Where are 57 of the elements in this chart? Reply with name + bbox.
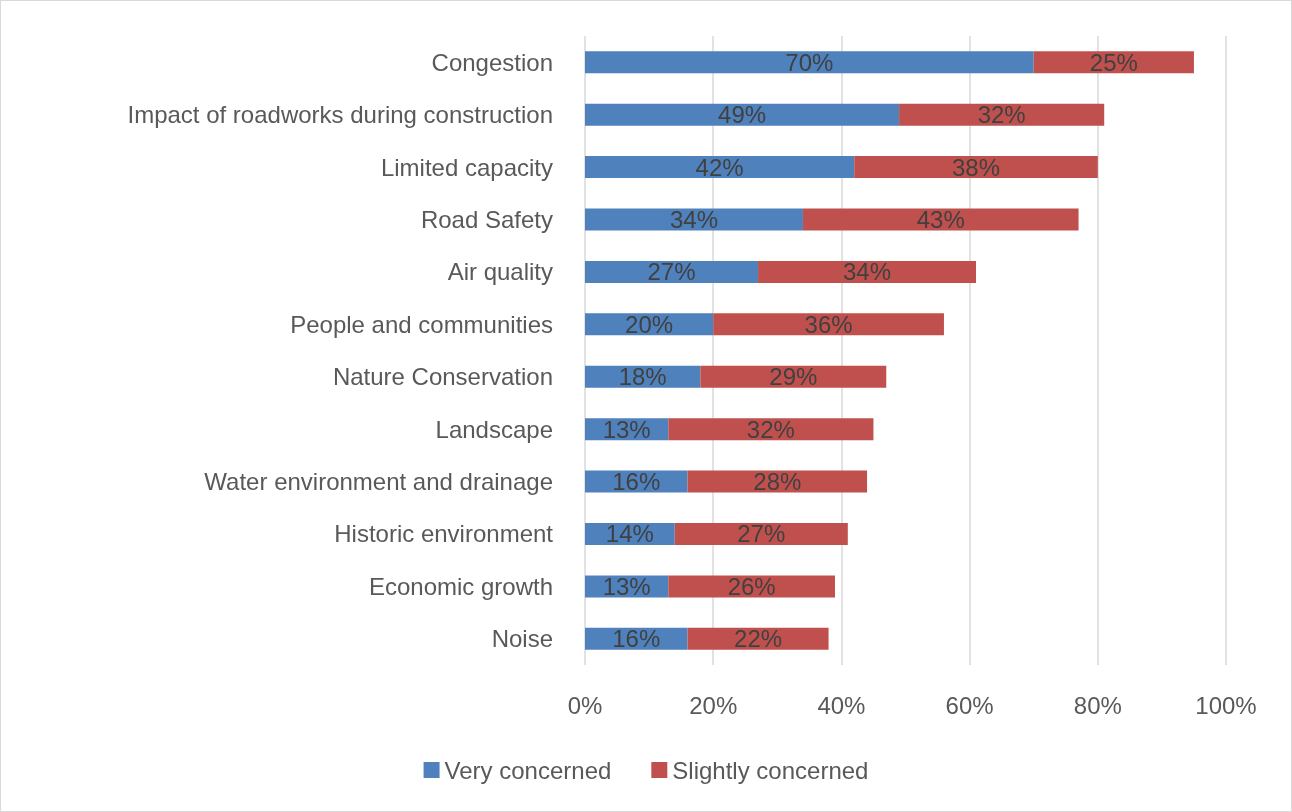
data-label: 25% bbox=[1089, 48, 1138, 76]
bar bbox=[674, 522, 848, 545]
bar bbox=[585, 208, 803, 231]
x-tick-label: 40% bbox=[817, 691, 866, 719]
y-tick-label: People and communities bbox=[290, 310, 553, 338]
x-tick-label: 20% bbox=[689, 691, 738, 719]
bar bbox=[854, 156, 1098, 179]
bar bbox=[758, 260, 977, 283]
y-tick-label: Limited capacity bbox=[380, 153, 553, 181]
bar bbox=[585, 260, 759, 283]
y-tick-label: Congestion bbox=[431, 48, 553, 76]
y-tick-label: Air quality bbox=[447, 258, 553, 286]
data-label: 43% bbox=[916, 205, 965, 233]
y-tick-label: Impact of roadworks during construction bbox=[127, 101, 553, 129]
data-label: 34% bbox=[669, 205, 718, 233]
x-tick-label: 100% bbox=[1195, 691, 1257, 719]
bar bbox=[585, 51, 1034, 74]
bar bbox=[700, 365, 887, 388]
x-tick-label: 80% bbox=[1073, 691, 1122, 719]
x-tick-label: 60% bbox=[945, 691, 994, 719]
data-label: 18% bbox=[618, 363, 667, 391]
data-label: 20% bbox=[625, 310, 674, 338]
data-label: 70% bbox=[785, 48, 834, 76]
y-tick-label: Noise bbox=[491, 625, 553, 653]
data-label: 38% bbox=[951, 153, 1001, 181]
bar bbox=[899, 103, 1105, 126]
data-label: 27% bbox=[737, 520, 786, 548]
data-label: 26% bbox=[727, 572, 776, 600]
data-label: 13% bbox=[602, 572, 651, 600]
data-label: 49% bbox=[718, 101, 767, 129]
data-label: 28% bbox=[753, 468, 802, 496]
data-label: 14% bbox=[605, 520, 654, 548]
data-label: 27% bbox=[647, 258, 696, 286]
data-label: 32% bbox=[977, 101, 1026, 129]
data-label: 13% bbox=[602, 415, 651, 443]
bar bbox=[713, 313, 944, 336]
bar bbox=[802, 208, 1079, 231]
y-tick-label: Historic environment bbox=[334, 520, 554, 548]
data-label: 34% bbox=[843, 258, 892, 286]
legend-label: Very concerned bbox=[444, 756, 612, 784]
data-label: 32% bbox=[746, 415, 795, 443]
y-tick-label: Nature Conservation bbox=[332, 363, 553, 391]
y-tick-label: Road Safety bbox=[420, 205, 553, 233]
bar bbox=[585, 156, 855, 179]
legend-label: Slightly concerned bbox=[672, 756, 869, 784]
x-tick-label: 0% bbox=[567, 691, 603, 719]
data-label: 16% bbox=[612, 625, 661, 653]
bar bbox=[585, 103, 900, 126]
data-label: 42% bbox=[695, 153, 744, 181]
y-tick-label: Landscape bbox=[435, 415, 553, 443]
data-label: 36% bbox=[804, 310, 853, 338]
data-label: 16% bbox=[612, 468, 661, 496]
y-tick-label: Economic growth bbox=[368, 572, 553, 600]
data-label: 22% bbox=[734, 625, 783, 653]
data-label: 29% bbox=[769, 363, 818, 391]
bar bbox=[668, 418, 874, 441]
y-tick-label: Water environment and drainage bbox=[204, 468, 553, 496]
